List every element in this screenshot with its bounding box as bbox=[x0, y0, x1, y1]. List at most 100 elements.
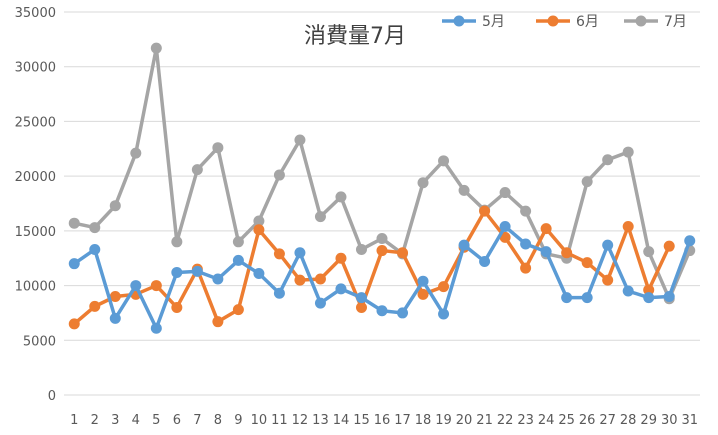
x-tick-label: 2 bbox=[91, 413, 99, 428]
y-axis-tick-labels: 0 5000 10000 15000 20000 25000 30000 35000 bbox=[15, 6, 56, 404]
x-axis-tick-labels: 1 2 3 4 5 6 7 8 9 10 11 12 13 14 15 16 17 18 19 20 21 22 23 24 2… bbox=[70, 413, 698, 428]
data-point bbox=[499, 187, 511, 199]
x-tick-label: 24 bbox=[538, 413, 555, 428]
data-point bbox=[602, 154, 614, 166]
x-tick-label: 19 bbox=[435, 413, 452, 428]
x-tick-label: 4 bbox=[132, 413, 140, 428]
x-tick-label: 3 bbox=[111, 413, 119, 428]
data-point bbox=[520, 262, 532, 274]
data-point bbox=[171, 301, 183, 313]
data-point bbox=[150, 322, 162, 334]
x-tick-label: 12 bbox=[292, 413, 309, 428]
data-point bbox=[663, 291, 675, 303]
series-lines bbox=[68, 42, 696, 334]
data-point bbox=[438, 308, 450, 320]
data-point bbox=[417, 275, 429, 287]
data-point bbox=[89, 300, 101, 312]
data-point bbox=[171, 266, 183, 278]
data-point bbox=[89, 222, 101, 234]
data-point bbox=[355, 292, 367, 304]
data-point bbox=[68, 217, 80, 229]
data-point bbox=[438, 281, 450, 293]
series-line bbox=[73, 46, 692, 301]
x-tick-label: 7 bbox=[193, 413, 201, 428]
data-point bbox=[68, 258, 80, 270]
data-point bbox=[479, 205, 491, 217]
legend-label: 7月 bbox=[664, 14, 687, 30]
data-point bbox=[376, 305, 388, 317]
y-tick-label: 5000 bbox=[23, 334, 56, 349]
data-point bbox=[253, 224, 265, 236]
data-point bbox=[150, 280, 162, 292]
x-tick-label: 17 bbox=[394, 413, 411, 428]
data-point bbox=[376, 245, 388, 257]
data-point bbox=[581, 176, 593, 188]
x-tick-label: 28 bbox=[620, 413, 637, 428]
y-tick-label: 10000 bbox=[15, 280, 56, 295]
x-tick-label: 6 bbox=[173, 413, 181, 428]
data-point bbox=[643, 284, 655, 296]
data-point bbox=[376, 233, 388, 245]
data-point bbox=[130, 280, 142, 292]
x-tick-label: 14 bbox=[333, 413, 350, 428]
y-tick-label: 25000 bbox=[15, 115, 56, 130]
data-point bbox=[191, 265, 203, 277]
x-tick-label: 20 bbox=[456, 413, 473, 428]
data-point bbox=[520, 205, 532, 217]
data-point bbox=[397, 307, 409, 319]
data-point bbox=[212, 142, 224, 154]
data-point bbox=[273, 169, 285, 181]
data-point bbox=[212, 273, 224, 285]
data-point bbox=[335, 283, 347, 295]
data-point bbox=[540, 223, 552, 235]
data-point bbox=[355, 243, 367, 255]
data-point bbox=[540, 246, 552, 258]
data-point bbox=[622, 146, 634, 158]
x-tick-label: 29 bbox=[640, 413, 657, 428]
data-point bbox=[314, 297, 326, 309]
x-tick-label: 11 bbox=[271, 413, 288, 428]
x-tick-label: 10 bbox=[251, 413, 268, 428]
x-tick-label: 31 bbox=[681, 413, 698, 428]
data-point bbox=[602, 239, 614, 251]
y-tick-label: 30000 bbox=[15, 61, 56, 76]
data-point bbox=[684, 235, 696, 247]
chart-title: 消費量7月 bbox=[304, 24, 406, 49]
data-point bbox=[622, 220, 634, 232]
x-tick-label: 16 bbox=[374, 413, 391, 428]
data-point bbox=[109, 200, 121, 212]
x-tick-label: 13 bbox=[312, 413, 329, 428]
data-point bbox=[561, 247, 573, 259]
data-point bbox=[458, 239, 470, 251]
data-point bbox=[335, 252, 347, 264]
x-tick-label: 1 bbox=[70, 413, 78, 428]
data-point bbox=[397, 247, 409, 259]
data-point bbox=[89, 243, 101, 255]
data-point bbox=[602, 274, 614, 286]
data-point bbox=[643, 246, 655, 258]
x-tick-label: 23 bbox=[517, 413, 534, 428]
data-point bbox=[561, 292, 573, 304]
legend-marker-icon bbox=[453, 15, 465, 27]
data-point bbox=[109, 312, 121, 324]
legend-marker-icon bbox=[547, 15, 559, 27]
data-point bbox=[663, 240, 675, 252]
data-point bbox=[314, 273, 326, 285]
data-point bbox=[212, 316, 224, 328]
y-tick-label: 0 bbox=[48, 389, 56, 404]
legend: 5月 6月 7月 bbox=[442, 14, 687, 30]
data-point bbox=[355, 301, 367, 313]
data-point bbox=[581, 292, 593, 304]
data-point bbox=[294, 247, 306, 259]
data-point bbox=[622, 285, 634, 297]
data-point bbox=[171, 236, 183, 248]
legend-marker-icon bbox=[635, 15, 647, 27]
data-point bbox=[232, 304, 244, 316]
data-point bbox=[479, 255, 491, 267]
y-tick-label: 20000 bbox=[15, 170, 56, 185]
series-3 bbox=[68, 42, 696, 305]
data-point bbox=[150, 42, 162, 54]
data-point bbox=[335, 191, 347, 203]
